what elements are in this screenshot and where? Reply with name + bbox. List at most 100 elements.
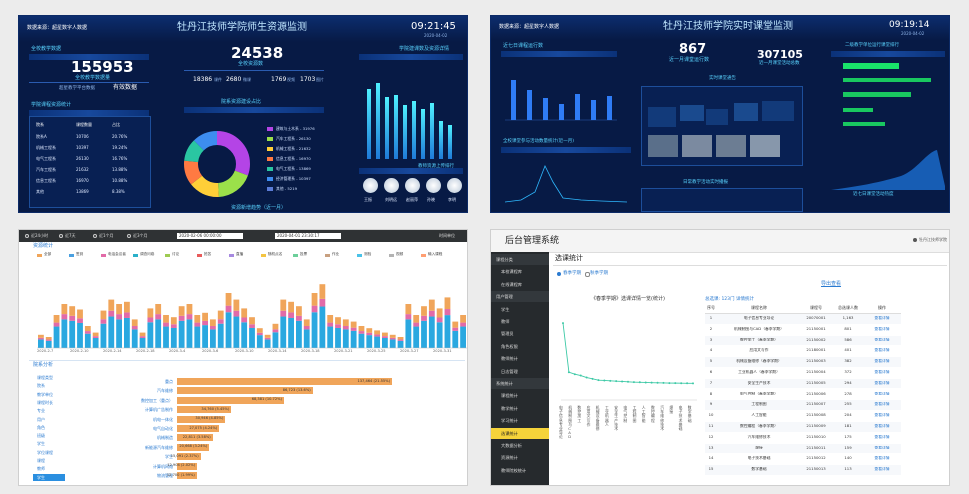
bar-segment: [358, 326, 365, 332]
bar-segment: [53, 322, 60, 327]
teacher-avatar: [363, 178, 378, 193]
dimension-item[interactable]: 课程: [37, 458, 45, 463]
dimension-item[interactable]: 院系: [37, 383, 45, 389]
date-to-field[interactable]: 2020-04-01 23:30:17: [275, 233, 341, 239]
course-run-label: 近一月课堂运行数: [669, 57, 710, 63]
view-details-link[interactable]: 查看详情: [874, 467, 890, 471]
sidebar-item[interactable]: 资源统计: [501, 455, 518, 461]
legend-swatch: [37, 254, 42, 257]
sidebar-item[interactable]: 学生: [501, 306, 510, 312]
bar-category-label: 汽车维修: [157, 388, 173, 394]
legend-item: 机械工程系 - 21632: [267, 146, 337, 154]
sidebar-item[interactable]: 管理员: [501, 331, 514, 337]
dimension-item[interactable]: 教学单位: [37, 391, 53, 397]
legend-swatch: [69, 254, 74, 257]
view-details-link[interactable]: 查看详情: [874, 445, 890, 450]
view-details-link[interactable]: 查看详情: [874, 391, 890, 396]
bar-value-label: 30,946 (4.85%): [195, 416, 224, 421]
bar-segment: [350, 321, 357, 328]
view-details-link[interactable]: 查看详情: [874, 424, 890, 428]
table-cell: 204: [844, 413, 852, 417]
bar-segment: [436, 308, 443, 318]
sidebar-item[interactable]: 教师统计: [501, 356, 518, 362]
horizontal-bar-chart: 重点 137,464 (21.55%) 汽车维修 86,723 (13.6%) 数控加工…: [99, 378, 467, 483]
view-details-link[interactable]: 查看详情: [874, 402, 890, 407]
divider: [184, 70, 324, 71]
dimension-item[interactable]: 学位课程: [37, 449, 53, 455]
view-details-link[interactable]: 查看详情: [874, 456, 890, 461]
data-point: [562, 322, 564, 325]
activity-line-chart: [504, 165, 628, 203]
view-details-link[interactable]: 查看详情: [874, 413, 890, 417]
view-details-link[interactable]: 查看详情: [874, 359, 890, 363]
date-from-field[interactable]: 2020-02-06 00:00:00: [177, 233, 243, 239]
time-range-radio[interactable]: [127, 234, 131, 238]
sidebar-item[interactable]: 日志管理: [501, 368, 518, 374]
bar: 34,760 (5.45%): [177, 406, 232, 414]
sidebar-item[interactable]: 课程分类: [491, 254, 549, 265]
dimension-item[interactable]: 课程时长: [37, 399, 53, 405]
view-details-link[interactable]: 查看详情: [874, 370, 890, 374]
time-range-radio[interactable]: [25, 234, 29, 238]
table-cell-ratio: 19.24%: [112, 145, 128, 150]
dimension-item[interactable]: 学生: [33, 473, 65, 481]
view-details-link[interactable]: 查看详情: [874, 326, 890, 331]
bar-value-label: 12,904 (2.02%): [167, 463, 196, 468]
dimension-item[interactable]: 专业: [37, 408, 45, 414]
bar-segment: [256, 332, 263, 336]
sidebar-item[interactable]: 学习统计: [501, 418, 518, 424]
dimension-item[interactable]: 课程类型: [37, 375, 53, 380]
bar-category-label: 重点: [165, 379, 173, 384]
time-range-radio[interactable]: [59, 234, 63, 238]
bar: [403, 105, 407, 159]
dimension-list: 课程类型 院系 教学单位 课程时长 专业 用户 角色 班级 学生 学位课程 课程 教师 学生: [33, 374, 93, 484]
bar-segment: [178, 306, 185, 316]
bar-segment: [131, 329, 138, 348]
dimension-item[interactable]: 班级: [37, 433, 45, 439]
radio-autumn[interactable]: [585, 272, 590, 277]
sidebar-item[interactable]: 大数据分析: [501, 443, 522, 448]
view-details-link[interactable]: 查看详情: [874, 337, 890, 342]
sidebar-item[interactable]: 教学统计: [501, 405, 518, 411]
bar-segment: [210, 319, 216, 326]
view-details-link[interactable]: 查看详情: [874, 434, 890, 439]
heat-area-chart: [831, 150, 945, 190]
table-cell: 181: [844, 424, 852, 428]
dimension-item[interactable]: 用户: [37, 416, 45, 422]
time-range-radio[interactable]: [93, 234, 97, 238]
table-cell: 数控加工（春季学期）: [740, 337, 778, 342]
data-point: [591, 377, 594, 380]
legend-swatch: [267, 127, 273, 131]
bar-segment: [319, 284, 326, 299]
export-link[interactable]: 导出查看: [821, 281, 842, 287]
sidebar-item[interactable]: 教师院校统计: [501, 467, 527, 473]
classroom-photo: [750, 135, 780, 157]
table-cell: 10: [708, 413, 714, 417]
sidebar-item[interactable]: 本校课程库: [501, 269, 522, 275]
user-name[interactable]: 牡丹江技师学院: [919, 237, 947, 242]
dimension-item[interactable]: 学生: [37, 441, 45, 447]
sidebar-item[interactable]: 角色权限: [501, 343, 518, 349]
bar-segment: [124, 312, 130, 318]
bar-segment: [358, 331, 365, 334]
dimension-item[interactable]: 教师: [37, 466, 45, 472]
x-tick-label: 2020-3-18: [301, 349, 320, 353]
bar-segment: [194, 326, 201, 348]
sidebar-item[interactable]: 选课统计: [491, 427, 549, 439]
sidebar-item[interactable]: 教师: [501, 319, 510, 324]
bar-segment: [374, 334, 380, 337]
sidebar-item[interactable]: 用户管理: [491, 291, 549, 303]
bar-segment: [452, 321, 459, 328]
sidebar-item[interactable]: 课程统计: [501, 393, 518, 399]
sidebar-item[interactable]: 系统统计: [491, 378, 549, 389]
sidebar-item[interactable]: 在线课程库: [501, 281, 522, 287]
table-row: [705, 400, 901, 410]
dimension-item[interactable]: 角色: [37, 424, 45, 430]
radio-spring[interactable]: [557, 272, 561, 276]
view-details-link[interactable]: 查看详情: [874, 348, 890, 353]
data-point: [638, 381, 641, 384]
view-details-link[interactable]: 查看详情: [874, 316, 890, 320]
bar-segment: [280, 299, 287, 311]
view-details-link[interactable]: 查看详情: [874, 380, 890, 385]
bar-segment: [421, 306, 427, 316]
